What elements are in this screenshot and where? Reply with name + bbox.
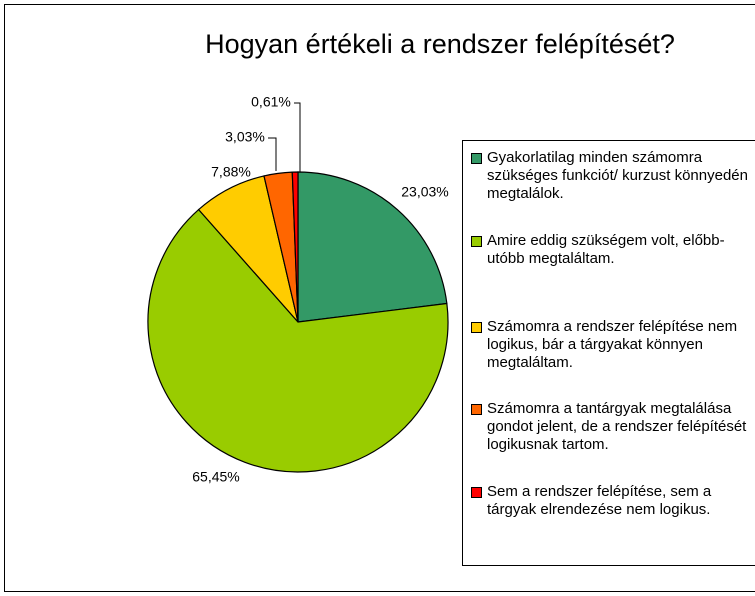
data-label: 0,61%	[251, 94, 291, 110]
data-label: 23,03%	[401, 184, 448, 200]
legend: Gyakorlatilag minden számomra szükséges …	[462, 140, 755, 566]
leader-line	[294, 102, 301, 172]
data-label: 3,03%	[225, 129, 265, 145]
pie-slice	[147, 208, 449, 473]
legend-swatch	[471, 487, 482, 498]
legend-swatch	[471, 153, 482, 164]
legend-label: Sem a rendszer felépítése, sem a tárgyak…	[487, 483, 712, 518]
data-label: 65,45%	[192, 469, 239, 485]
pie-slice	[297, 171, 448, 323]
chart-title: Hogyan értékeli a rendszer felépítését?	[205, 29, 675, 59]
legend-swatch	[471, 236, 482, 247]
leader-line	[268, 137, 277, 171]
legend-label: Amire eddig szükségem volt, előbb-utóbb …	[487, 232, 725, 267]
legend-label: Gyakorlatilag minden számomra szükséges …	[487, 149, 748, 202]
legend-swatch	[471, 322, 482, 333]
legend-swatch	[471, 404, 482, 415]
legend-label: Számomra a tantárgyak megtalálása gondot…	[487, 400, 747, 453]
pie-slice	[291, 171, 299, 323]
chart-border	[4, 4, 755, 592]
legend-label: Számomra a rendszer felépítése nem logik…	[487, 318, 738, 371]
data-label: 7,88%	[211, 164, 251, 180]
